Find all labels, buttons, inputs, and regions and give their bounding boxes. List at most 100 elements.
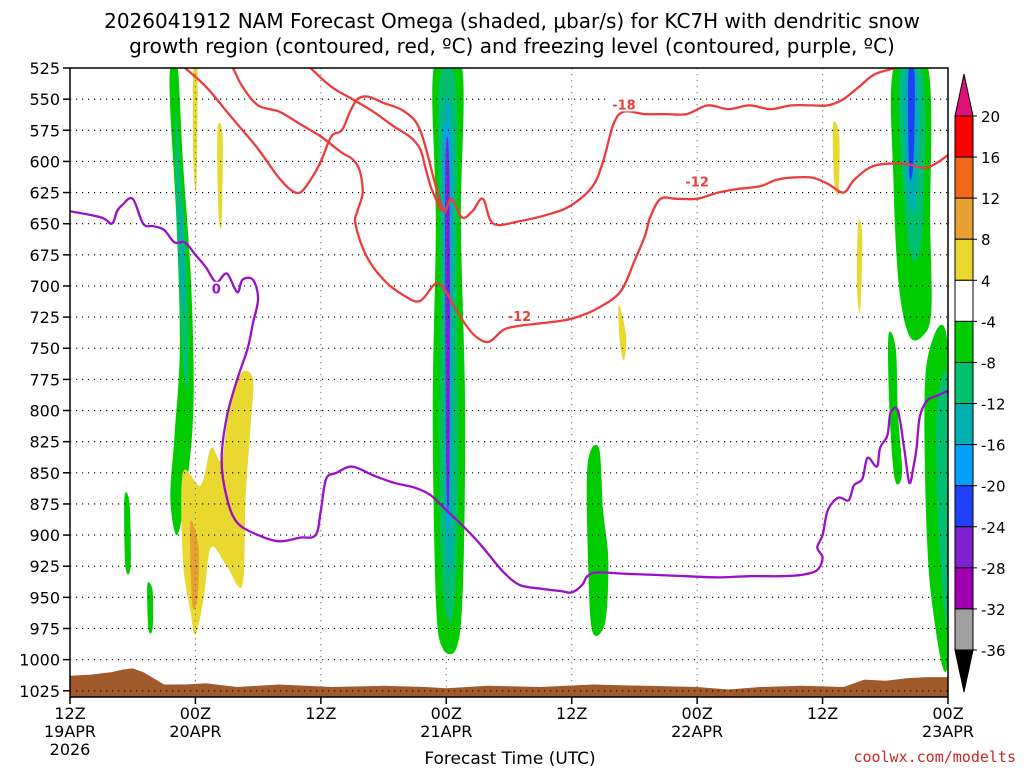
colorbar-label-3: 8 — [981, 231, 991, 249]
y-tick-label-750: 750 — [29, 339, 60, 358]
y-tick-label-950: 950 — [29, 588, 60, 607]
red-label-0: -18 — [612, 98, 636, 113]
omega-region-23 — [832, 121, 840, 196]
red-label-bg-1 — [505, 309, 534, 324]
colorbar-bottom-arrow — [954, 649, 974, 693]
colorbar-swatch-7 — [954, 403, 974, 446]
ground-fill — [70, 668, 948, 697]
x-tick-label-0-2: 19APR — [44, 722, 96, 741]
x-tick-label-48-1: 12Z — [556, 704, 587, 723]
colorbar-swatch-1 — [954, 156, 974, 199]
colorbar-label-9: -20 — [981, 478, 1006, 496]
colorbar-label-5: -4 — [981, 313, 996, 331]
omega-region-22 — [618, 304, 627, 361]
x-tick-label-72-1: 12Z — [807, 704, 838, 723]
omega-region-17 — [935, 370, 948, 627]
colorbar-label-1: 16 — [981, 149, 1000, 167]
y-tick-label-925: 925 — [29, 557, 60, 576]
purple-label-0: 0 — [212, 283, 221, 298]
omega-region-19 — [189, 520, 200, 610]
x-tick-label-84-2: 23APR — [922, 722, 974, 741]
chart-title-line1: 2026041912 NAM Forecast Omega (shaded, μ… — [104, 9, 920, 33]
omega-region-24 — [856, 219, 863, 313]
contour-labels: -18 -12 -12 0 — [210, 97, 712, 325]
red-label-2: -12 — [685, 176, 709, 191]
colorbar-swatch-10 — [954, 526, 974, 569]
y-tick-label-625: 625 — [29, 184, 60, 203]
chart-title-line2: growth region (contoured, red, ºC) and f… — [129, 34, 895, 58]
red-contour-2 — [309, 68, 443, 212]
omega-region-21 — [217, 122, 223, 230]
red-label-bg-2 — [683, 174, 712, 189]
colorbar-label-7: -12 — [981, 396, 1006, 414]
y-tick-label-1000: 1000 — [19, 651, 60, 670]
colorbar-swatch-3 — [954, 238, 974, 281]
x-tick-label-60-2: 22APR — [671, 722, 723, 741]
colorbar-swatch-8 — [954, 444, 974, 487]
y-tick-label-800: 800 — [29, 402, 60, 421]
y-tick-label-850: 850 — [29, 464, 60, 483]
colorbar-swatch-4 — [954, 279, 974, 322]
x-tick-label-24-1: 12Z — [305, 704, 336, 723]
dotted-gridlines — [70, 68, 948, 697]
omega-shading — [124, 68, 948, 673]
y-tick-label-650: 650 — [29, 215, 60, 234]
x-tick-label-12-2: 20APR — [169, 722, 221, 741]
colorbar-legend: 20 16 12 8 4 -4 -8 -12 -16 -20 -24 -28 -32 -36 — [954, 73, 1006, 693]
red-contour-0 — [184, 68, 897, 227]
pressure-axis: 525 550 575 600 625 650 675 700 725 750 775 800 825 8… — [19, 59, 70, 701]
omega-region-2 — [179, 197, 186, 314]
ground-terrain — [70, 668, 948, 697]
x-axis-label: Forecast Time (UTC) — [424, 749, 595, 768]
x-tick-label-0-1: 12Z — [54, 704, 85, 723]
colorbar-swatch-2 — [954, 197, 974, 240]
omega-region-8 — [586, 444, 609, 636]
x-tick-label-12-1: 00Z — [180, 704, 211, 723]
x-tick-label-0-3: 2026 — [50, 740, 91, 759]
x-tick-label-60-1: 00Z — [681, 704, 712, 723]
y-tick-label-700: 700 — [29, 277, 60, 296]
omega-region-10 — [147, 582, 154, 634]
colorbar-top-arrow — [954, 73, 974, 117]
credit-text[interactable]: coolwx.com/modelts — [853, 748, 1016, 766]
purple-label-bg-0 — [210, 281, 223, 296]
x-tick-label-36-1: 00Z — [431, 704, 462, 723]
colorbar-swatch-0 — [954, 115, 974, 158]
y-tick-label-1025: 1025 — [19, 682, 60, 701]
colorbar-label-11: -28 — [981, 560, 1006, 578]
red-label-1: -12 — [508, 310, 532, 325]
y-tick-label-900: 900 — [29, 526, 60, 545]
y-tick-label-975: 975 — [29, 619, 60, 638]
colorbar-label-12: -32 — [981, 601, 1006, 619]
y-tick-label-825: 825 — [29, 433, 60, 452]
y-tick-label-600: 600 — [29, 152, 60, 171]
red-label-bg-0 — [609, 97, 638, 112]
omega-region-18 — [181, 370, 254, 635]
colorbar-label-13: -36 — [981, 642, 1006, 660]
y-tick-label-875: 875 — [29, 495, 60, 514]
colorbar-label-4: 4 — [981, 272, 991, 290]
red-contour-1 — [232, 68, 948, 344]
x-tick-label-84-1: 00Z — [932, 704, 963, 723]
colorbar-label-0: 20 — [981, 108, 1000, 126]
colorbar-swatch-12 — [954, 608, 974, 651]
y-tick-label-675: 675 — [29, 246, 60, 265]
colorbar-label-10: -24 — [981, 519, 1006, 537]
y-tick-label-775: 775 — [29, 370, 60, 389]
colorbar-swatch-6 — [954, 361, 974, 405]
omega-region-14 — [907, 68, 915, 181]
y-tick-label-525: 525 — [29, 59, 60, 78]
y-tick-label-725: 725 — [29, 308, 60, 327]
y-tick-label-575: 575 — [29, 121, 60, 140]
omega-region-9 — [124, 492, 131, 575]
plot-frame — [69, 67, 949, 698]
colorbar-label-6: -8 — [981, 354, 996, 372]
colorbar-label-8: -16 — [981, 437, 1006, 455]
colorbar-swatch-9 — [954, 485, 974, 528]
y-tick-label-550: 550 — [29, 90, 60, 109]
colorbar-swatch-5 — [954, 320, 974, 363]
colorbar-swatch-11 — [954, 567, 974, 610]
colorbar-label-2: 12 — [981, 190, 1000, 208]
